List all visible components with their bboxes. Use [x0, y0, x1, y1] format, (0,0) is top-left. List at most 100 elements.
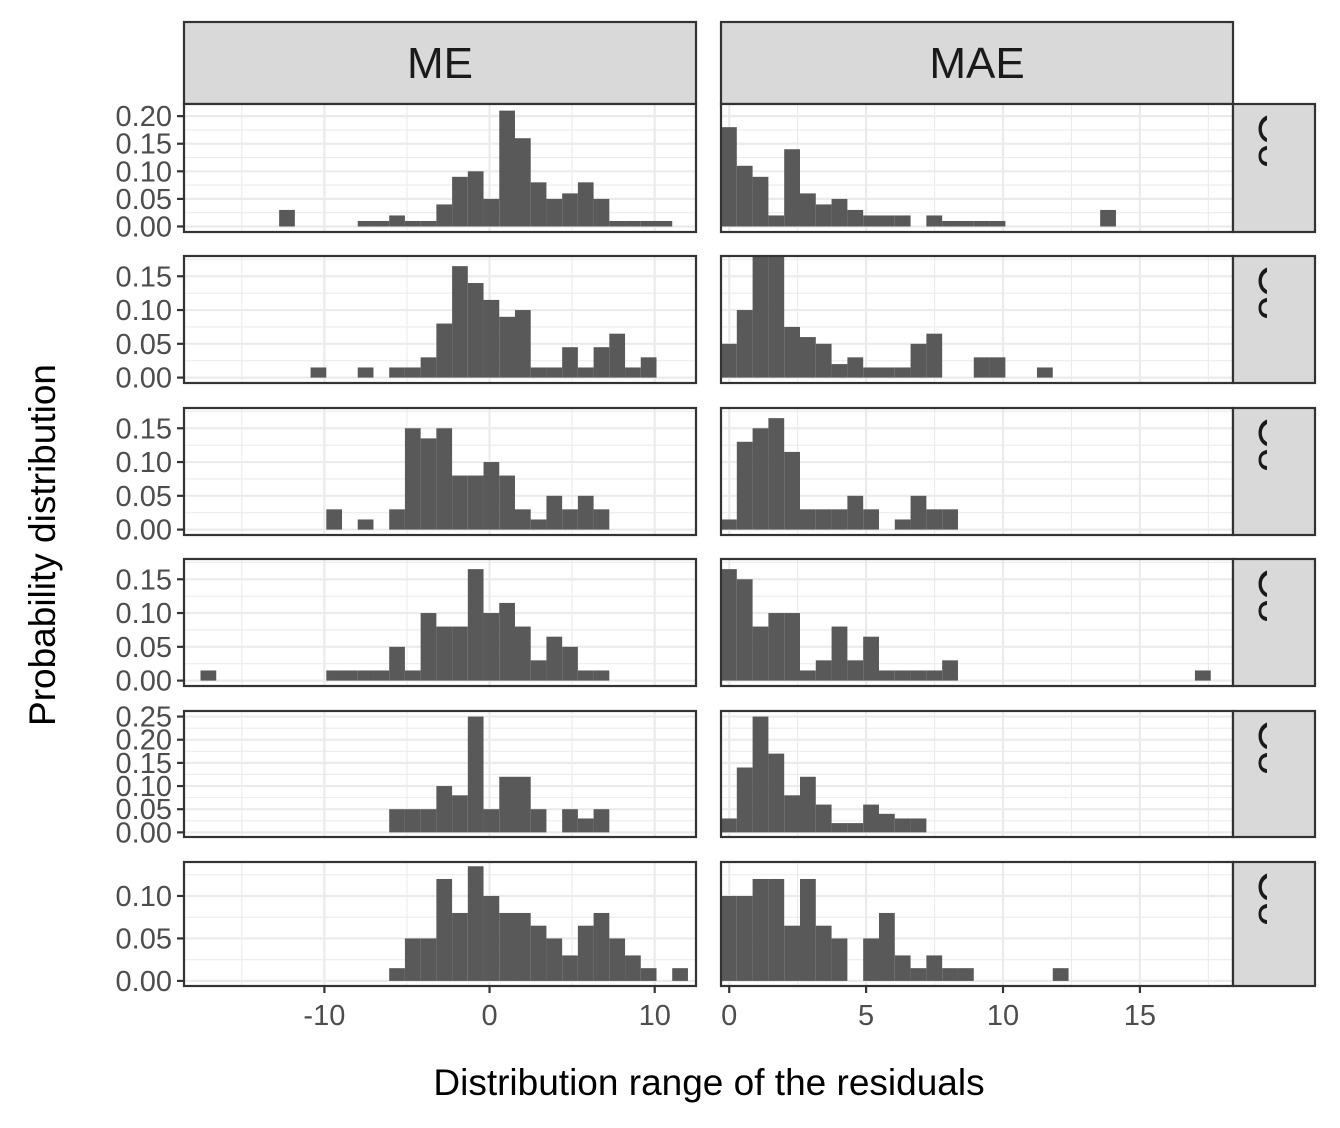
- histogram-bar: [420, 220, 437, 227]
- histogram-bar: [799, 878, 816, 981]
- histogram-bar: [910, 818, 927, 833]
- y-tick-label: 0.05: [116, 481, 172, 513]
- histogram-bar: [721, 569, 737, 681]
- histogram-bar: [530, 660, 547, 681]
- histogram-bar: [562, 193, 578, 227]
- panel-plot-area: [721, 408, 1233, 535]
- histogram-bar: [483, 299, 500, 378]
- panel-row4-me: [182, 557, 698, 688]
- histogram-bar: [752, 716, 769, 833]
- panel-plot-area: [721, 256, 1233, 383]
- facet-strip-me: [182, 20, 698, 106]
- histogram-bar: [926, 509, 943, 530]
- histogram-bar: [483, 613, 500, 681]
- histogram-bar: [577, 367, 594, 378]
- histogram-bar: [815, 343, 832, 378]
- histogram-bar: [420, 438, 437, 530]
- histogram-bar: [736, 895, 753, 981]
- histogram-bar: [752, 878, 769, 981]
- histogram-bar: [863, 509, 879, 530]
- y-tick-label: 0.15: [116, 564, 172, 596]
- histogram-bar: [799, 337, 816, 378]
- panel-plot-area: [184, 559, 696, 686]
- y-tick-label: 0.15: [116, 261, 172, 293]
- histogram-bar: [736, 165, 753, 227]
- histogram-bar: [389, 509, 405, 530]
- facet-strip-row2: [1231, 254, 1317, 385]
- histogram-bar: [342, 670, 358, 681]
- panel-row1-me: [182, 102, 698, 234]
- histogram-bar: [831, 938, 848, 981]
- x-tick-label: -10: [303, 1000, 345, 1032]
- panel-row5-mae: [719, 709, 1235, 839]
- panel-border: [182, 709, 698, 839]
- y-tick-label: 0.10: [116, 881, 172, 913]
- histogram-bar: [499, 316, 515, 378]
- histogram-bar: [640, 220, 657, 227]
- histogram-bar: [831, 509, 848, 530]
- histogram-bar: [910, 968, 927, 981]
- panel-row2-me: [182, 254, 698, 385]
- histogram-bar: [546, 636, 563, 681]
- histogram-bar: [784, 451, 800, 530]
- y-tick-label: 0.10: [116, 156, 172, 188]
- histogram-bar: [404, 809, 421, 833]
- histogram-bar: [721, 818, 737, 833]
- histogram-bar: [514, 310, 531, 378]
- histogram-bar: [831, 198, 848, 227]
- histogram-bar: [721, 127, 737, 227]
- panel-row1-mae: [719, 102, 1235, 234]
- histogram-bar: [389, 367, 405, 378]
- y-tick-label: 0.05: [116, 923, 172, 955]
- histogram-bar: [768, 418, 785, 530]
- histogram-bar: [878, 912, 895, 981]
- histogram-bar: [357, 519, 374, 530]
- histogram-bar: [799, 193, 816, 227]
- histogram-bar: [894, 955, 911, 981]
- histogram-bar: [357, 220, 374, 227]
- histogram-bar: [752, 626, 769, 681]
- y-tick-label: 0.05: [116, 329, 172, 361]
- y-tick-label: 0.20: [116, 101, 172, 133]
- histogram-bar: [452, 795, 468, 833]
- histogram-bar: [736, 767, 753, 833]
- histogram-bar: [436, 204, 453, 227]
- histogram-bar: [736, 579, 753, 681]
- facet-strip-row4: [1231, 557, 1317, 688]
- histogram-bar: [514, 776, 531, 833]
- histogram-bar: [784, 149, 800, 227]
- histogram-bar: [910, 495, 927, 530]
- histogram-bar: [784, 613, 800, 681]
- facet-strip-row5: [1231, 709, 1317, 839]
- histogram-bar: [878, 813, 895, 833]
- histogram-bar: [609, 220, 626, 227]
- panel-border: [182, 557, 698, 688]
- histogram-bar: [847, 823, 864, 833]
- histogram-bar: [483, 895, 500, 981]
- histogram-bar: [721, 895, 737, 981]
- panel-row3-me: [182, 406, 698, 537]
- histogram-bar: [894, 818, 911, 833]
- y-tick-label: 0.15: [116, 413, 172, 445]
- histogram-bar: [768, 256, 785, 378]
- y-tick-label: 0.20: [116, 725, 172, 757]
- facet-strip-label: Collec: [1249, 264, 1298, 386]
- histogram-bar: [957, 220, 974, 227]
- histogram-bar: [656, 220, 673, 227]
- histogram-bar: [831, 823, 848, 833]
- histogram-bar: [894, 670, 911, 681]
- histogram-bar: [452, 176, 468, 227]
- histogram-bar: [831, 364, 848, 378]
- panel-border: [182, 254, 698, 385]
- histogram-bar: [910, 343, 927, 378]
- y-tick-label: 0.25: [116, 702, 172, 734]
- histogram-bar: [926, 955, 943, 981]
- histogram-bar: [514, 626, 531, 681]
- histogram-bar: [577, 925, 594, 981]
- y-tick-label: 0.10: [116, 598, 172, 630]
- panel-border: [182, 102, 698, 234]
- histogram-bar: [815, 509, 832, 530]
- histogram-bar: [467, 569, 484, 681]
- histogram-bar: [436, 626, 453, 681]
- histogram-bar: [326, 670, 343, 681]
